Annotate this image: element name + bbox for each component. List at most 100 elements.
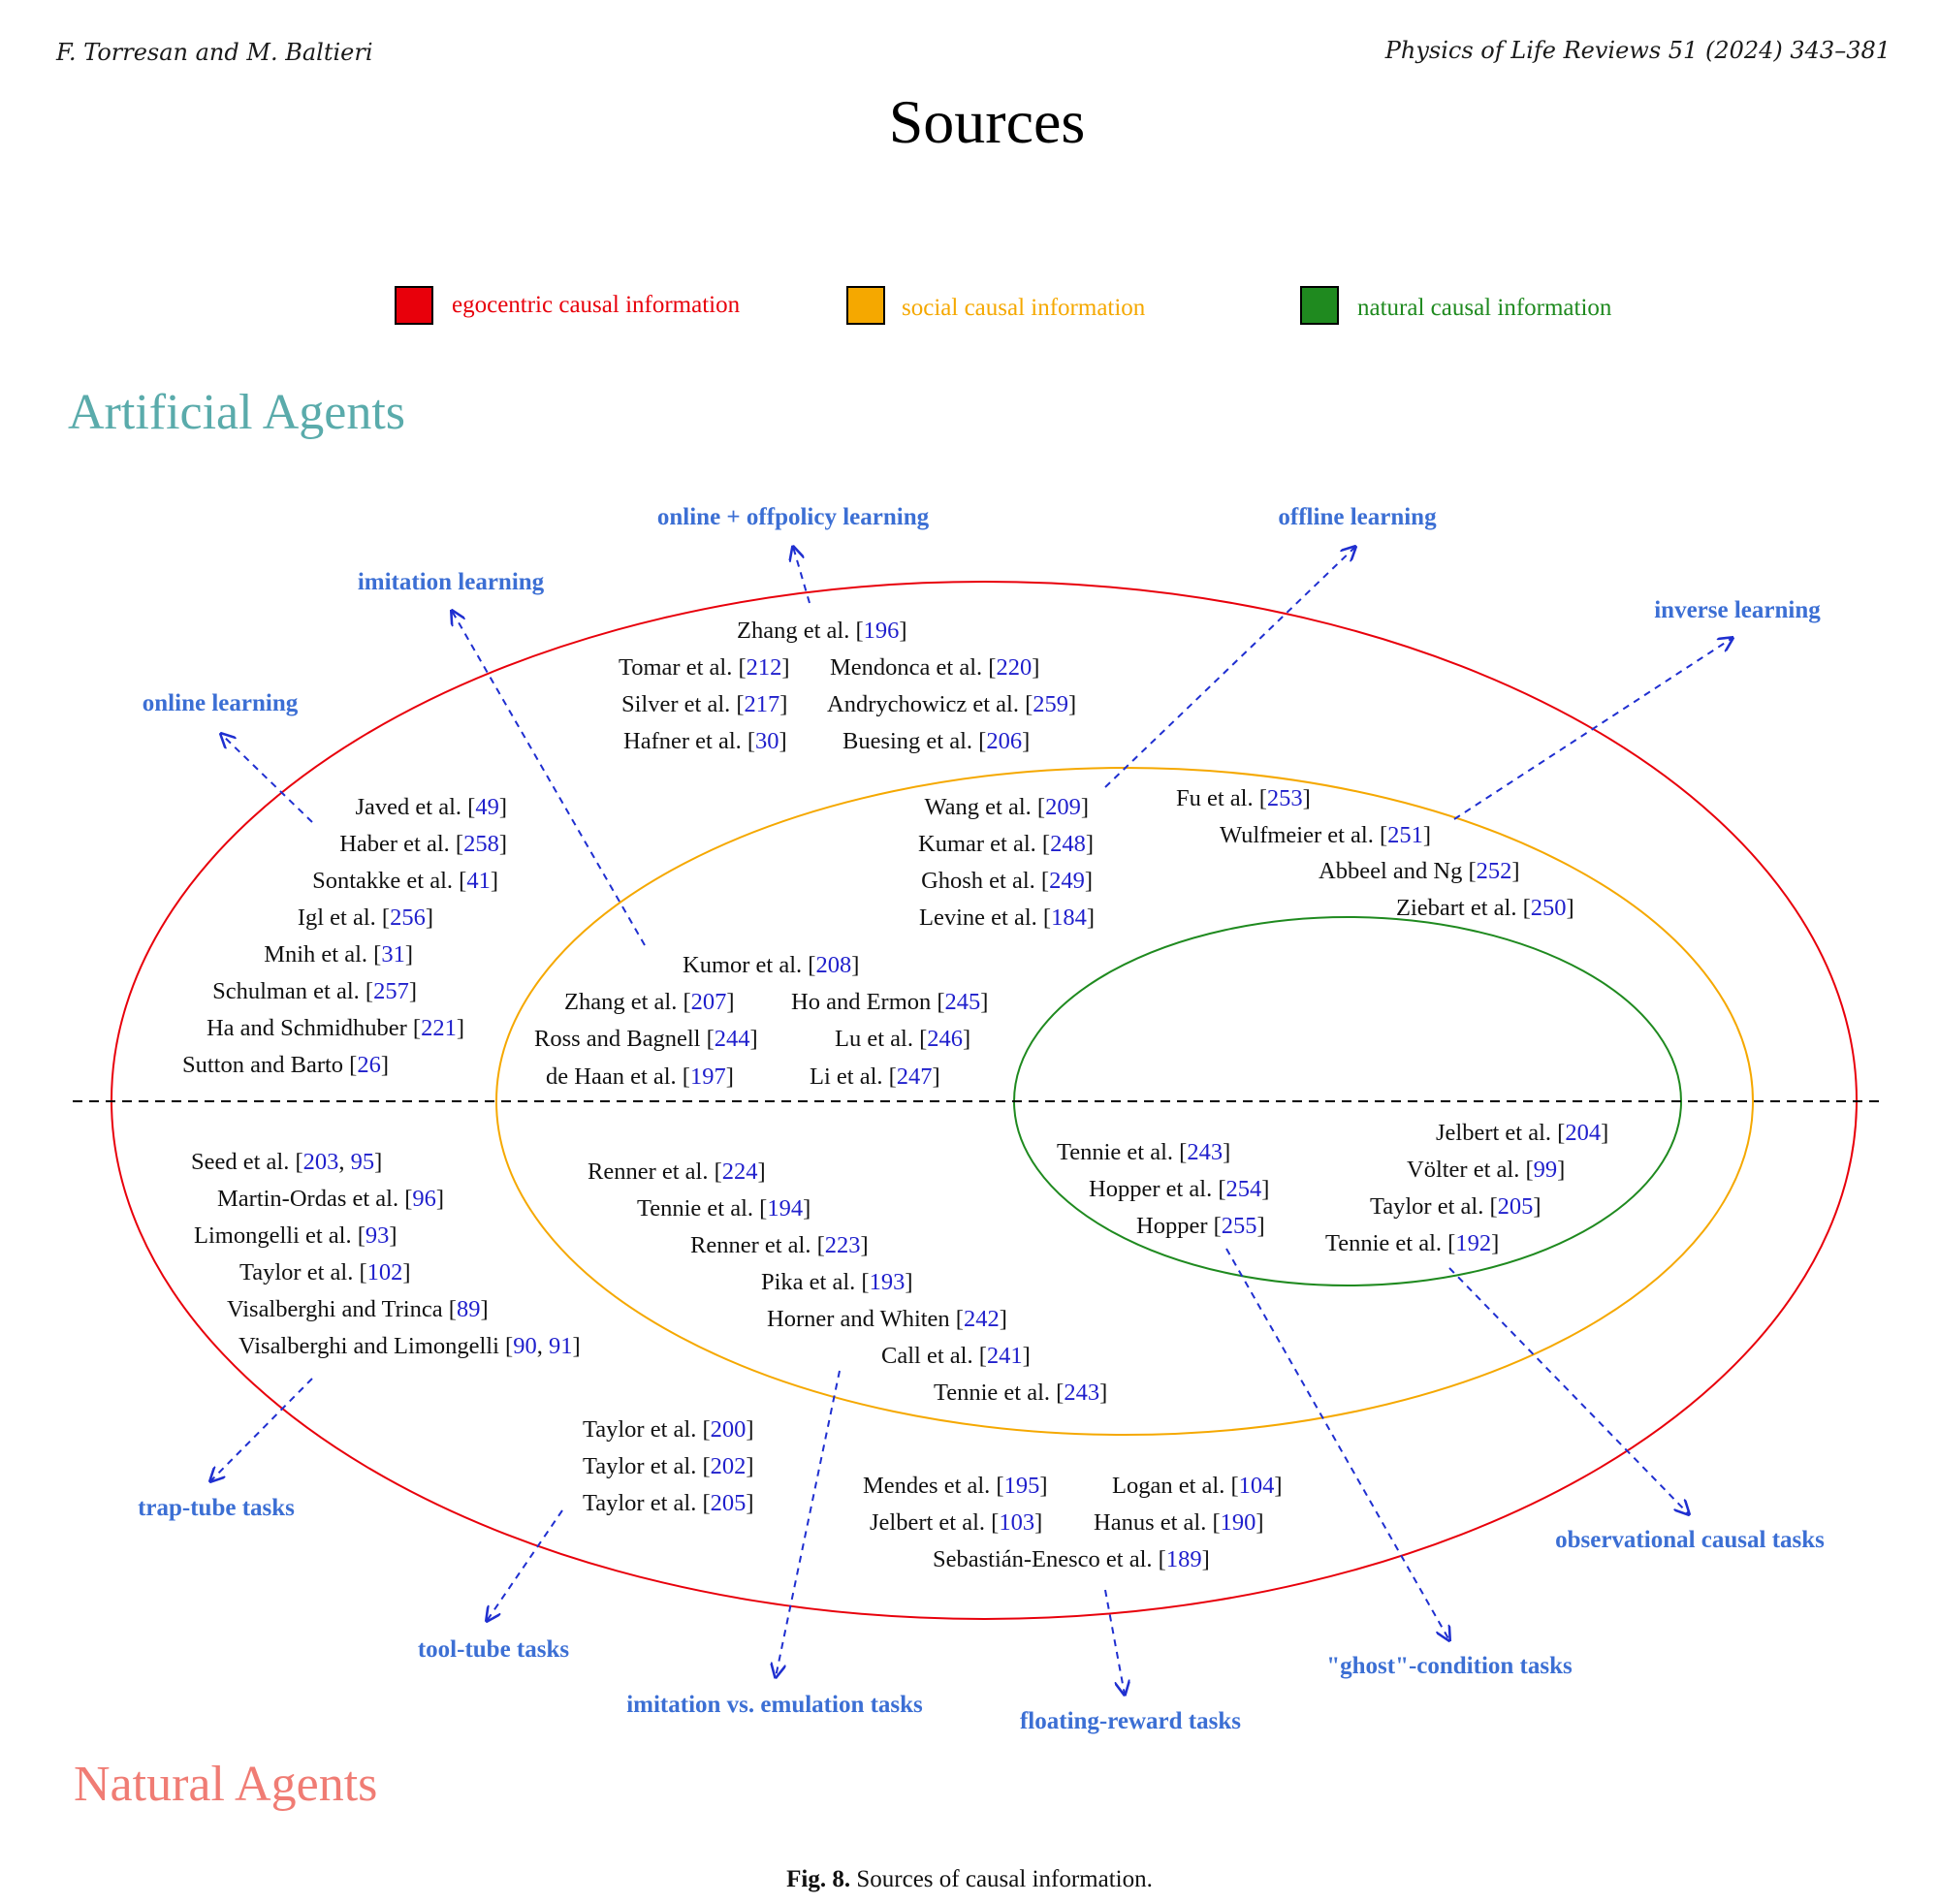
reference-number-link[interactable]: 193 (870, 1269, 906, 1295)
reference-close-bracket: ] (1261, 1176, 1269, 1202)
reference-number-link[interactable]: 250 (1531, 895, 1567, 921)
reference-author: Seed et al. [ (191, 1149, 303, 1175)
reference-close-bracket: ] (1085, 868, 1093, 894)
reference-number-link[interactable]: 99 (1534, 1157, 1558, 1183)
reference-author: Taylor et al. [ (583, 1490, 711, 1516)
reference-number-link[interactable]: 247 (897, 1063, 933, 1090)
reference-number-link[interactable]: 256 (390, 904, 426, 931)
reference-number-link[interactable]: 243 (1064, 1380, 1099, 1406)
reference-number-link[interactable]: 252 (1477, 858, 1512, 884)
reference-author: Lu et al. [ (835, 1026, 927, 1052)
reference-number-link[interactable]: 195 (1004, 1473, 1040, 1499)
caption-text: Sources of causal information. (850, 1866, 1153, 1892)
category-ghost: "ghost"-condition tasks (1326, 1653, 1573, 1679)
reference-number-link[interactable]: 246 (927, 1026, 963, 1052)
reference-number-link[interactable]: 196 (864, 618, 900, 644)
reference-renner224: Renner et al. [224] (588, 1158, 766, 1185)
reference-number-link[interactable]: 205 (1498, 1193, 1534, 1220)
reference-dehaan197: de Haan et al. [197] (546, 1063, 734, 1090)
reference-close-bracket: ] (409, 978, 417, 1004)
reference-number-link[interactable]: 223 (825, 1232, 861, 1258)
reference-number-link[interactable]: 217 (745, 691, 780, 717)
reference-sebastian189: Sebastián-Enesco et al. [189] (933, 1546, 1210, 1572)
reference-number-link[interactable]: 255 (1222, 1213, 1257, 1239)
arrow-trap-tube (210, 1378, 313, 1481)
reference-number-link[interactable]: 258 (463, 831, 499, 857)
reference-number-link[interactable]: 200 (711, 1416, 747, 1443)
reference-number-link[interactable]: 49 (475, 794, 499, 820)
reference-author: Tomar et al. [ (619, 654, 747, 681)
reference-number-link[interactable]: 209 (1045, 794, 1081, 820)
reference-number-link[interactable]: 90 (513, 1333, 537, 1359)
reference-number-link[interactable]: 102 (367, 1259, 403, 1285)
reference-close-bracket: ] (499, 794, 507, 820)
reference-number-link[interactable]: 89 (457, 1296, 481, 1322)
category-imitation: imitation learning (358, 569, 545, 595)
reference-sutton26: Sutton and Barto [26] (182, 1052, 389, 1078)
reference-number-link[interactable]: 257 (373, 978, 409, 1004)
reference-number-link[interactable]: 197 (690, 1063, 726, 1090)
reference-number-link[interactable]: 202 (711, 1453, 747, 1479)
reference-author: Jelbert et al. [ (1436, 1120, 1565, 1146)
reference-number-link[interactable]: 242 (964, 1306, 1000, 1332)
reference-author: Renner et al. [ (690, 1232, 825, 1258)
reference-close-bracket: ] (1023, 1343, 1031, 1369)
reference-number-link[interactable]: 192 (1455, 1230, 1491, 1256)
reference-number-link[interactable]: 248 (1050, 831, 1086, 857)
reference-close-bracket: ] (374, 1149, 382, 1175)
reference-number-link[interactable]: 41 (466, 868, 491, 894)
reference-number-link[interactable]: 243 (1187, 1139, 1223, 1165)
reference-number-link[interactable]: 207 (691, 989, 727, 1015)
reference-levine184: Levine et al. [184] (919, 904, 1095, 931)
reference-number-link[interactable]: 203 (303, 1149, 339, 1175)
reference-wang209: Wang et al. [209] (925, 794, 1089, 820)
category-inverse: inverse learning (1654, 597, 1821, 623)
reference-number-link[interactable]: 104 (1239, 1473, 1275, 1499)
reference-author: Hanus et al. [ (1094, 1509, 1221, 1536)
reference-number-link[interactable]: 208 (815, 952, 851, 978)
reference-number-link[interactable]: 224 (722, 1158, 758, 1185)
reference-number-link[interactable]: 189 (1166, 1546, 1202, 1572)
reference-author: Levine et al. [ (919, 904, 1051, 931)
reference-number-link[interactable]: 31 (381, 941, 405, 968)
reference-number-link[interactable]: 30 (755, 728, 779, 754)
reference-number-link[interactable]: 244 (715, 1026, 750, 1052)
reference-author: Buesing et al. [ (842, 728, 986, 754)
reference-close-bracket: ] (899, 618, 906, 644)
reference-number-link[interactable]: 251 (1387, 822, 1423, 848)
reference-number-link[interactable]: 220 (996, 654, 1032, 681)
reference-close-bracket: ] (1256, 1509, 1263, 1536)
reference-number-link[interactable]: 253 (1267, 785, 1303, 811)
reference-author: Mnih et al. [ (264, 941, 381, 968)
reference-number-link[interactable]: 95 (351, 1149, 375, 1175)
reference-pika193: Pika et al. [193] (761, 1269, 913, 1295)
reference-close-bracket: ] (851, 952, 859, 978)
category-offline: offline learning (1278, 504, 1437, 530)
reference-number-link[interactable]: 184 (1051, 904, 1087, 931)
reference-number-link[interactable]: 93 (366, 1222, 390, 1249)
reference-author: Logan et al. [ (1112, 1473, 1239, 1499)
reference-number-link[interactable]: 194 (767, 1195, 803, 1222)
reference-number-link[interactable]: 259 (1033, 691, 1068, 717)
reference-number-link[interactable]: 26 (357, 1052, 381, 1078)
reference-number-link[interactable]: 205 (711, 1490, 747, 1516)
reference-tennie243b: Tennie et al. [243] (934, 1380, 1107, 1406)
reference-number-link[interactable]: 254 (1226, 1176, 1262, 1202)
reference-number-link[interactable]: 245 (945, 989, 981, 1015)
legend-label-egocentric: egocentric causal information (452, 292, 741, 318)
reference-number-link[interactable]: 96 (412, 1186, 436, 1212)
reference-close-bracket: ] (746, 1416, 753, 1443)
reference-number-link[interactable]: 241 (987, 1343, 1023, 1369)
reference-number-link[interactable]: 212 (747, 654, 782, 681)
reference-number-link[interactable]: 103 (999, 1509, 1034, 1536)
reference-close-bracket: ] (779, 728, 787, 754)
reference-number-link[interactable]: 206 (986, 728, 1022, 754)
reference-number-link[interactable]: 91 (549, 1333, 573, 1359)
reference-tomar212: Tomar et al. [212] (619, 654, 790, 681)
reference-number-link[interactable]: 190 (1221, 1509, 1256, 1536)
reference-number-link[interactable]: 204 (1565, 1120, 1601, 1146)
reference-number-link[interactable]: 249 (1049, 868, 1085, 894)
reference-number-link[interactable]: 221 (421, 1015, 457, 1041)
arrow-observational (1448, 1267, 1689, 1514)
reference-close-bracket: ] (436, 1186, 444, 1212)
